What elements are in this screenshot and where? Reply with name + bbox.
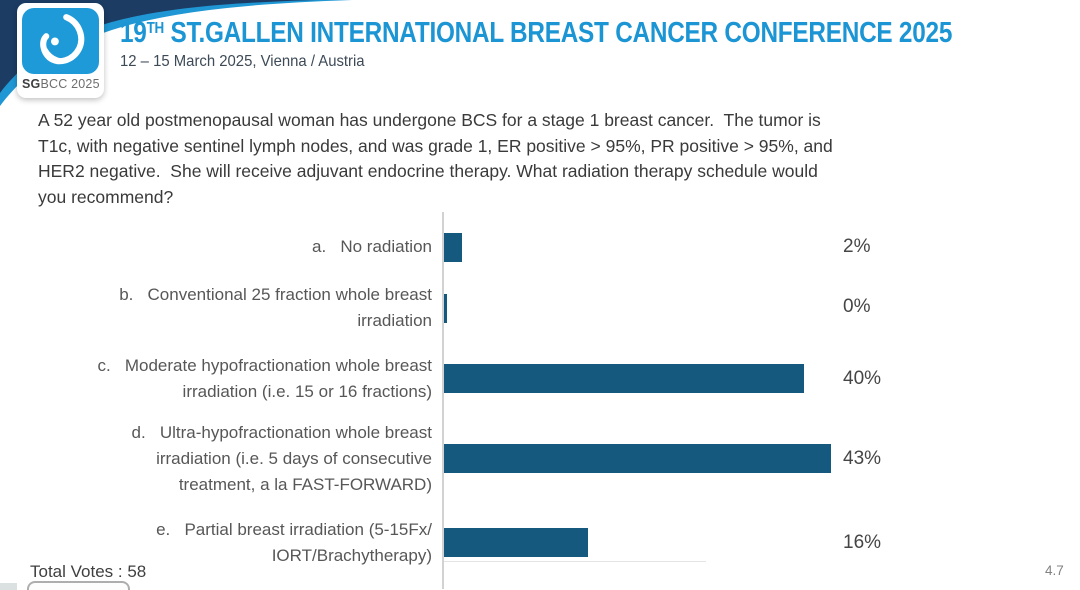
sgbcc-logo-square [22, 8, 99, 74]
percent-label-d: 43% [843, 448, 882, 469]
result-bar-d [444, 444, 831, 473]
percent-label-e: 16% [843, 532, 882, 553]
cutoff-bottom-button[interactable] [27, 581, 130, 590]
sgbcc-logo-text-bold: SG [22, 77, 41, 91]
percent-label-a: 2% [843, 236, 871, 257]
conference-title: 19TH ST.GALLEN INTERNATIONAL BREAST CANC… [120, 17, 952, 50]
result-bar-b [444, 294, 447, 323]
percent-label-b: 0% [843, 296, 871, 317]
option-label-c: c. Moderate hypofractionation whole brea… [97, 356, 432, 401]
total-votes-label: Total Votes : 58 [30, 562, 147, 581]
result-bar-c [444, 364, 804, 393]
option-label-b: b. Conventional 25 fraction whole breast… [119, 285, 432, 330]
sgbcc-logo-text: SGBCC 2025 [22, 77, 100, 91]
conference-title-text: ST.GALLEN INTERNATIONAL BREAST CANCER CO… [164, 17, 953, 49]
option-label-e: e. Partial breast irradiation (5-15Fx/ I… [156, 520, 432, 565]
video-control-fragment [0, 583, 17, 590]
sgbcc-logo-text-rest: BCC 2025 [40, 77, 100, 91]
poll-question-text: A 52 year old postmenopausal woman has u… [38, 110, 833, 207]
chart-x-axis-line [444, 561, 706, 562]
conference-subtitle: 12 – 15 March 2025, Vienna / Austria [120, 53, 365, 70]
result-bar-e [444, 528, 588, 557]
chart-y-axis-line [442, 212, 444, 589]
slide-page-number: 4.7 [1045, 563, 1064, 578]
conference-title-ordinal: TH [146, 20, 165, 37]
result-bar-a [444, 233, 462, 262]
breast-logo-icon [39, 14, 84, 65]
conference-header: 19TH ST.GALLEN INTERNATIONAL BREAST CANC… [120, 17, 1080, 71]
option-label-d: d. Ultra-hypofractionation whole breast … [131, 423, 433, 494]
conference-title-number: 19 [120, 17, 147, 49]
option-label-a: a. No radiation [311, 237, 432, 256]
sgbcc-logo-card: SGBCC 2025 [17, 3, 104, 98]
percent-label-c: 40% [843, 368, 882, 389]
